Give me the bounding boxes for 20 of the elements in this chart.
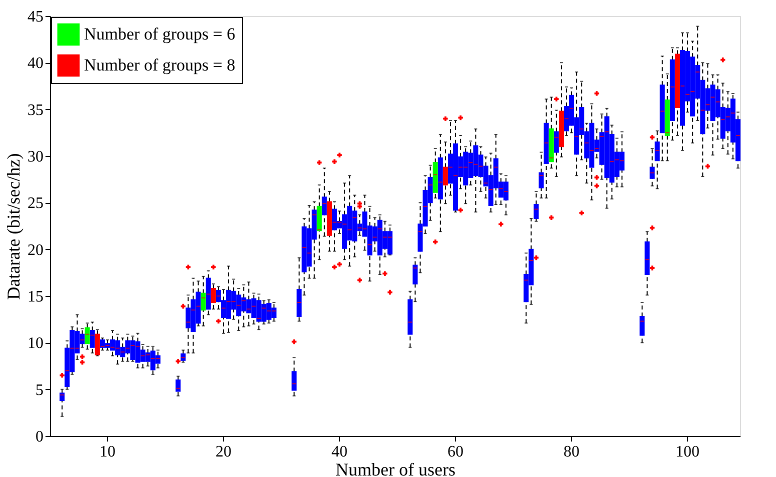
y-tick-label: 5: [36, 382, 44, 399]
x-tick-label: 40: [332, 444, 348, 460]
legend-label: Number of groups = 8: [84, 56, 236, 74]
y-tick-label: 10: [28, 335, 44, 352]
x-axis-title: Number of users: [336, 460, 456, 477]
y-tick-label: 45: [28, 8, 44, 26]
y-tick-label: 15: [28, 288, 44, 306]
y-tick-label: 30: [28, 148, 44, 166]
x-tick-label: 100: [676, 444, 700, 460]
y-tick-label: 20: [28, 242, 44, 259]
x-tick-label: 60: [448, 444, 464, 460]
y-axis-title: Datarate (bit/sec/hz): [4, 153, 24, 300]
x-tick-label: 80: [564, 444, 580, 460]
y-tick-label: 35: [28, 102, 44, 119]
legend-label: Number of groups = 6: [84, 24, 236, 44]
y-tick-label: 0: [36, 428, 44, 446]
y-tick-label: 25: [28, 195, 44, 212]
x-tick-label: 20: [216, 444, 232, 460]
y-tick-label: 40: [28, 55, 44, 72]
x-tick-label: 10: [100, 444, 116, 460]
